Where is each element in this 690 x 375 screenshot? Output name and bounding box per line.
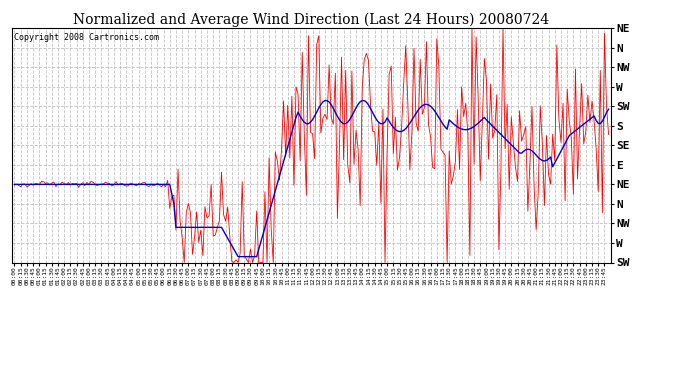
Text: Copyright 2008 Cartronics.com: Copyright 2008 Cartronics.com	[14, 33, 159, 42]
Title: Normalized and Average Wind Direction (Last 24 Hours) 20080724: Normalized and Average Wind Direction (L…	[73, 13, 550, 27]
